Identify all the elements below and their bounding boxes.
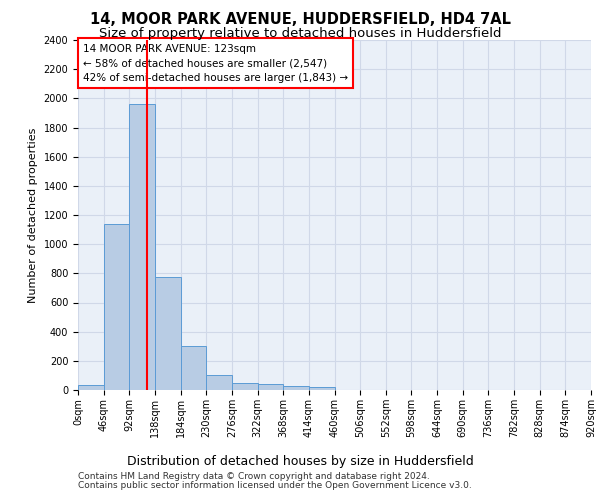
Bar xyxy=(206,376,232,390)
Y-axis label: Number of detached properties: Number of detached properties xyxy=(28,128,38,302)
Text: Contains HM Land Registry data © Crown copyright and database right 2024.: Contains HM Land Registry data © Crown c… xyxy=(78,472,430,481)
Bar xyxy=(78,385,104,390)
Text: Contains public sector information licensed under the Open Government Licence v3: Contains public sector information licen… xyxy=(78,481,472,490)
Text: 14, MOOR PARK AVENUE, HUDDERSFIELD, HD4 7AL: 14, MOOR PARK AVENUE, HUDDERSFIELD, HD4 … xyxy=(89,12,511,28)
Text: Distribution of detached houses by size in Huddersfield: Distribution of detached houses by size … xyxy=(127,454,473,468)
Bar xyxy=(309,387,335,390)
Text: 14 MOOR PARK AVENUE: 123sqm
← 58% of detached houses are smaller (2,547)
42% of : 14 MOOR PARK AVENUE: 123sqm ← 58% of det… xyxy=(83,44,348,83)
Bar xyxy=(155,277,181,390)
Bar xyxy=(181,346,206,390)
Bar xyxy=(232,382,257,390)
Bar xyxy=(257,384,283,390)
Text: Size of property relative to detached houses in Huddersfield: Size of property relative to detached ho… xyxy=(99,28,501,40)
Bar xyxy=(130,104,155,390)
Bar xyxy=(283,386,309,390)
Bar xyxy=(104,224,130,390)
